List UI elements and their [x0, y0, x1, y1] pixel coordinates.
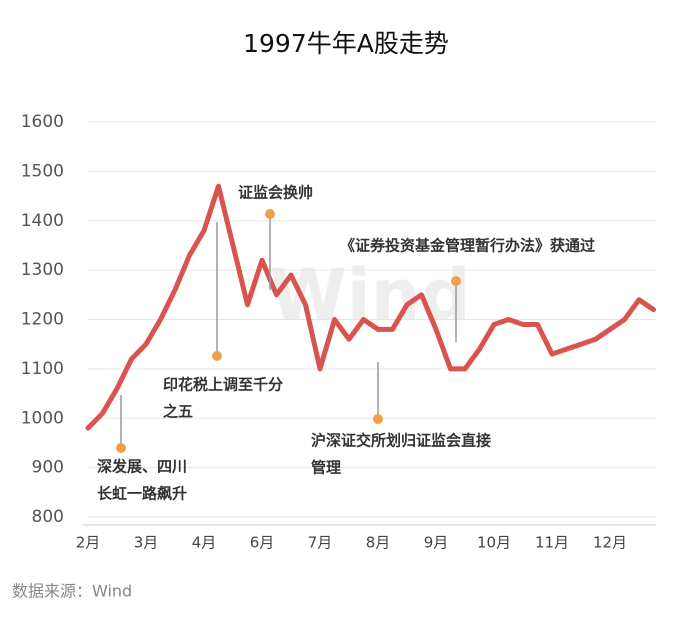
x-tick-label: 11月	[535, 534, 569, 552]
annotation-dot	[265, 209, 275, 219]
chart-title: 1997牛年A股走势	[243, 29, 449, 58]
x-tick-label: 7月	[308, 534, 333, 552]
y-tick-label: 1100	[21, 359, 64, 379]
annotation-dot	[212, 351, 222, 361]
x-tick-label: 10月	[477, 534, 511, 552]
y-tick-label: 1500	[21, 161, 64, 181]
annotation-text: 之五	[163, 403, 193, 421]
source-note: 数据来源：Wind	[12, 582, 132, 601]
x-tick-label: 9月	[424, 534, 449, 552]
x-tick-label: 12月	[593, 534, 627, 552]
y-tick-label: 900	[32, 458, 64, 478]
price-line	[85, 183, 656, 431]
y-tick-label: 1600	[21, 112, 64, 132]
annotation-text: 证监会换帅	[238, 184, 313, 202]
y-tick-label: 800	[32, 507, 64, 527]
annotation-text: 深发展、四川	[97, 458, 187, 476]
x-tick-label: 6月	[250, 534, 275, 552]
annotation-text: 管理	[311, 459, 341, 477]
x-tick-label: 3月	[134, 534, 159, 552]
y-tick-label: 1200	[21, 310, 64, 330]
annotation-text: 印花税上调至千分	[163, 376, 283, 394]
y-tick-label: 1400	[21, 211, 64, 231]
annotation-text: 长虹一路飙升	[97, 485, 187, 503]
annotation-text: 沪深证交所划归证监会直接	[311, 432, 491, 450]
x-tick-label: 4月	[192, 534, 217, 552]
annotation-dot	[116, 443, 126, 453]
y-tick-label: 1000	[21, 408, 64, 428]
annotation-dot	[451, 276, 461, 286]
y-tick-label: 1300	[21, 260, 64, 280]
annotation-text: 《证券投资基金管理暂行办法》获通过	[340, 237, 595, 255]
x-tick-label: 8月	[366, 534, 391, 552]
x-tick-label: 2月	[76, 534, 101, 552]
annotation-dot	[373, 414, 383, 424]
